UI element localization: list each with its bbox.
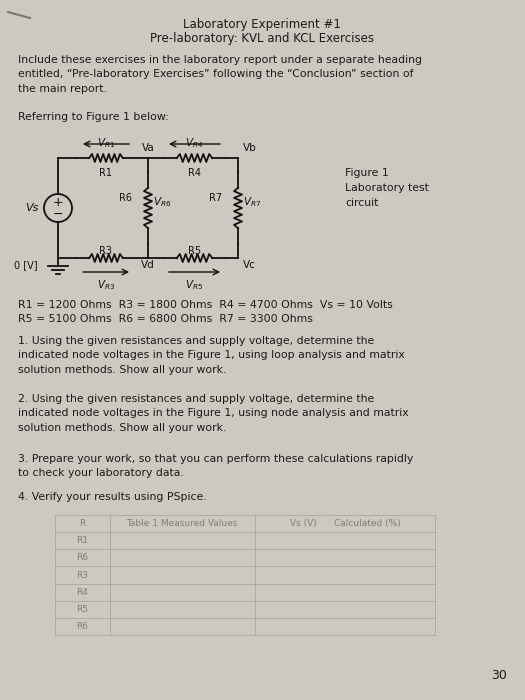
Text: $V_{R1}$: $V_{R1}$ [97,136,115,150]
Text: R5: R5 [188,246,201,256]
Text: $V_{R7}$: $V_{R7}$ [243,195,261,209]
Text: Table 1 Measured Values: Table 1 Measured Values [127,519,238,528]
Text: $V_{R6}$: $V_{R6}$ [153,195,171,209]
Text: 4. Verify your results using PSpice.: 4. Verify your results using PSpice. [18,492,207,502]
Text: Vd: Vd [141,260,155,270]
Text: 1. Using the given resistances and supply voltage, determine the
indicated node : 1. Using the given resistances and suppl… [18,336,405,375]
Text: 0 [V]: 0 [V] [14,260,38,270]
Text: 3. Prepare your work, so that you can perform these calculations rapidly
to chec: 3. Prepare your work, so that you can pe… [18,454,413,478]
Text: R6: R6 [76,554,88,562]
Text: R3: R3 [76,570,88,580]
Text: R7: R7 [209,193,222,203]
Text: Figure 1
Laboratory test
circuit: Figure 1 Laboratory test circuit [345,168,429,208]
Text: Vs (V)      Calculated (%): Vs (V) Calculated (%) [290,519,401,528]
Text: 30: 30 [491,669,507,682]
Text: R6: R6 [76,622,88,631]
Text: +: + [52,197,64,209]
Text: Vs: Vs [25,203,38,213]
Text: Vb: Vb [243,143,257,153]
Text: Va: Va [142,143,154,153]
Text: −: − [52,207,63,220]
Text: R5: R5 [76,605,88,614]
Text: R4: R4 [76,587,88,596]
Text: R1: R1 [100,168,112,178]
Text: R4: R4 [188,168,201,178]
Text: R1 = 1200 Ohms  R3 = 1800 Ohms  R4 = 4700 Ohms  Vs = 10 Volts
R5 = 5100 Ohms  R6: R1 = 1200 Ohms R3 = 1800 Ohms R4 = 4700 … [18,300,393,324]
Text: Include these exercises in the laboratory report under a separate heading
entitl: Include these exercises in the laborator… [18,55,422,94]
Text: 2. Using the given resistances and supply voltage, determine the
indicated node : 2. Using the given resistances and suppl… [18,394,408,433]
Text: R6: R6 [119,193,132,203]
Text: Vc: Vc [243,260,256,270]
Text: $V_{R3}$: $V_{R3}$ [97,278,115,292]
Text: $V_{R5}$: $V_{R5}$ [185,278,204,292]
Text: Referring to Figure 1 below:: Referring to Figure 1 below: [18,112,169,122]
Text: R3: R3 [100,246,112,256]
Text: Laboratory Experiment #1: Laboratory Experiment #1 [183,18,341,31]
Text: Pre-laboratory: KVL and KCL Exercises: Pre-laboratory: KVL and KCL Exercises [150,32,374,45]
Text: $V_{R4}$: $V_{R4}$ [185,136,204,150]
Text: R: R [79,519,85,528]
Text: R1: R1 [76,536,88,545]
